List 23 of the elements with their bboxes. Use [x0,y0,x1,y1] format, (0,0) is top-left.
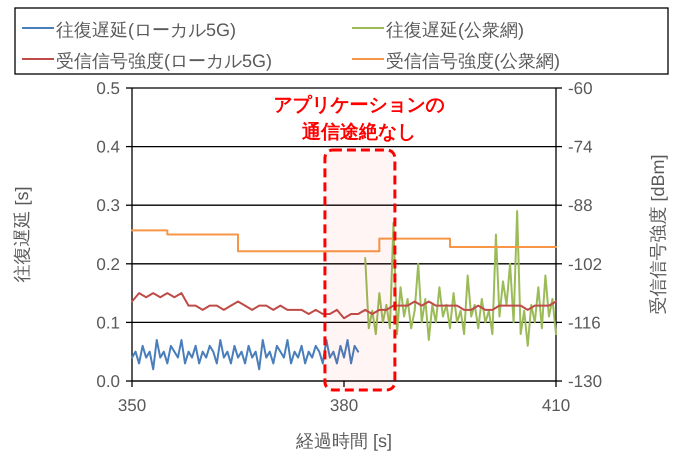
y2-tick-label: -102 [568,254,602,274]
x-tick-label: 410 [542,396,570,415]
y2-tick-label: -130 [568,372,602,391]
legend-label: 受信信号強度(公衆網) [386,51,560,71]
y2-axis-title: 受信信号強度 [dBm] [648,154,668,315]
x-axis-title: 経過時間 [s] [294,431,392,451]
x-tick-label: 380 [330,396,358,415]
y2-tick-label: -116 [568,313,601,332]
y-tick-label: 0.5 [96,79,120,98]
legend-label: 往復遅延(ローカル5G) [56,20,236,40]
legend-label: 受信信号強度(ローカル5G) [56,51,272,71]
x-tick-label: 350 [118,396,146,415]
y-tick-label: 0.3 [96,196,120,216]
y2-tick-label: -74 [568,138,593,157]
y-tick-label: 0.1 [96,313,120,332]
y-tick-label: 0.2 [96,254,120,274]
y-axis-title: 往復遅延 [s] [12,186,32,283]
y-tick-label: 0.0 [96,372,120,391]
annotation: アプリケーションの通信途絶なし [272,94,446,145]
y-tick-label: 0.4 [96,138,120,157]
y2-tick-label: -88 [568,196,593,216]
legend-label: 往復遅延(公衆網) [386,20,524,40]
y2-tick-label: -60 [568,79,593,98]
